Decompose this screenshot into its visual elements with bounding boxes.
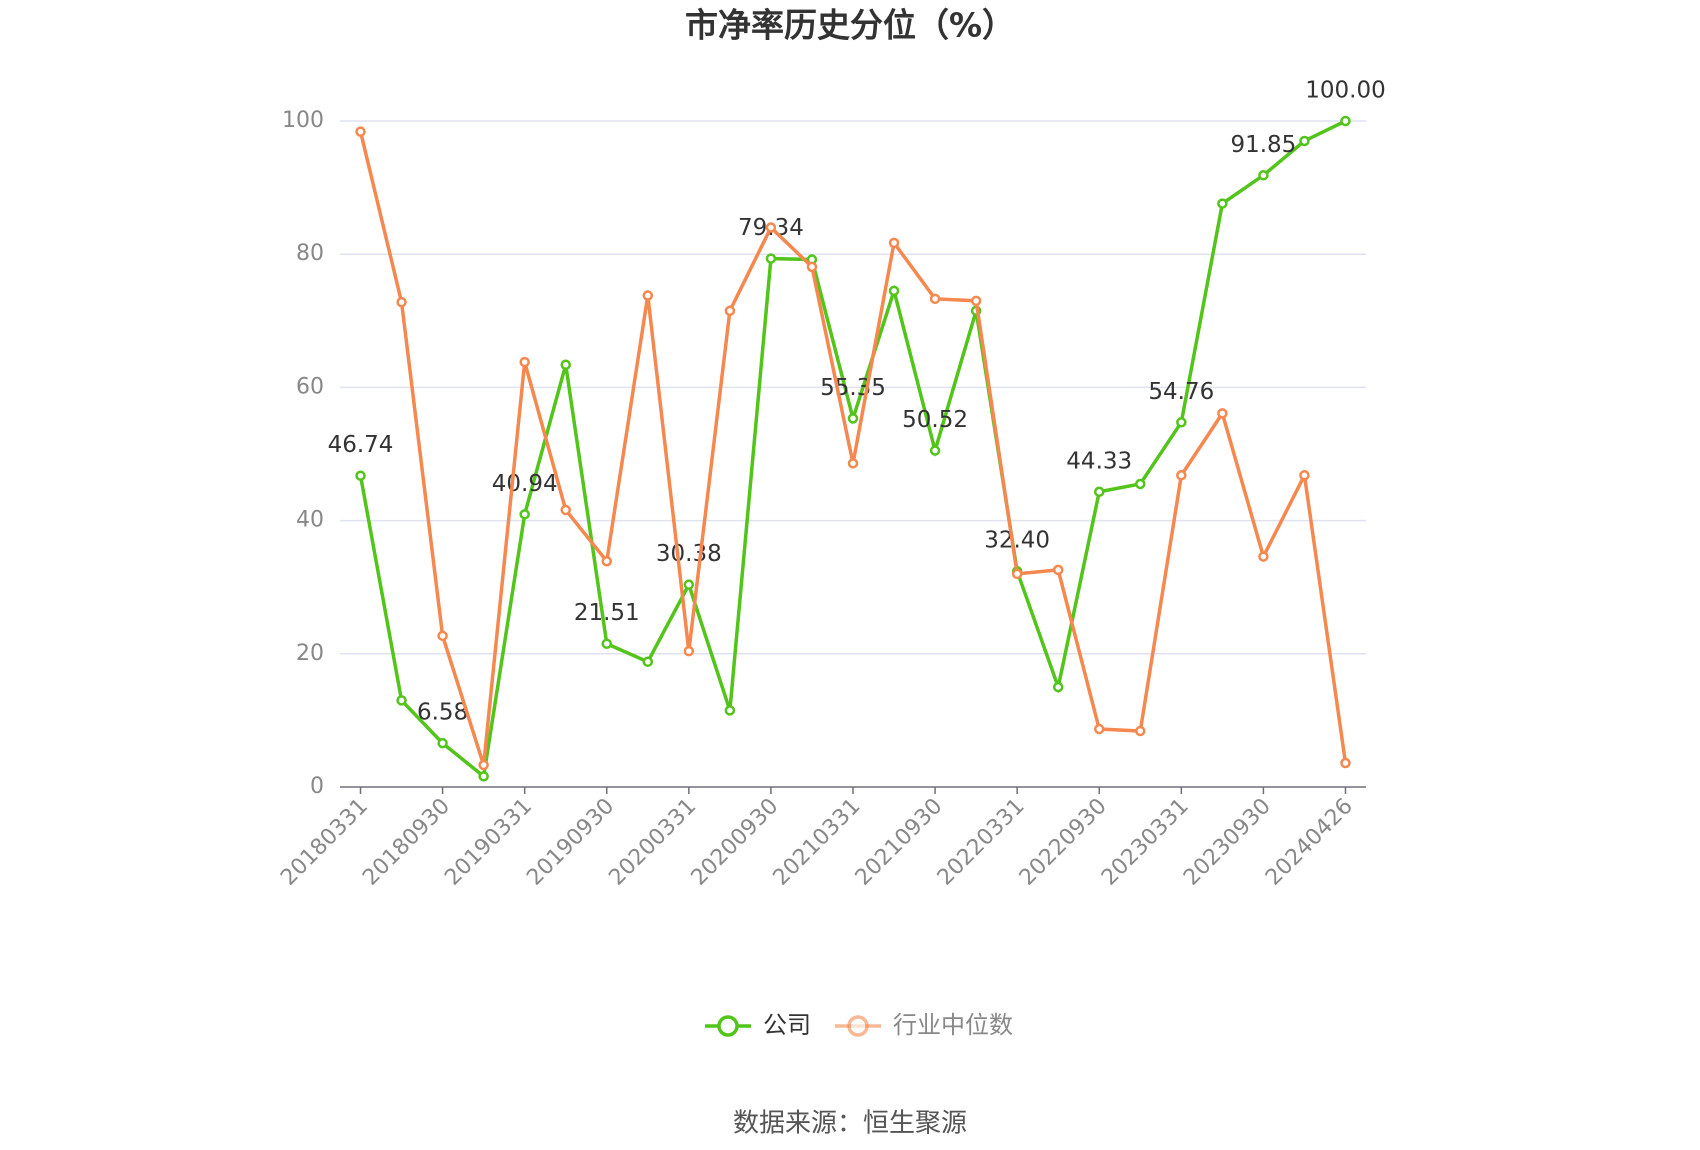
data-point xyxy=(847,413,859,424)
data-point xyxy=(1176,470,1187,481)
data-point xyxy=(1011,568,1023,580)
data-point xyxy=(560,504,571,516)
x-tick-label: 20190331 xyxy=(440,794,537,891)
data-point xyxy=(929,445,941,456)
data-label: 54.76 xyxy=(1148,379,1214,405)
y-tick-label: 0 xyxy=(310,774,324,799)
data-point xyxy=(355,470,366,481)
data-label: 6.58 xyxy=(417,700,468,726)
data-label: 40.94 xyxy=(492,471,558,497)
data-point xyxy=(970,295,982,307)
data-point xyxy=(683,579,695,590)
legend-marker xyxy=(717,1015,739,1037)
data-label: 50.52 xyxy=(902,407,968,433)
data-point xyxy=(396,695,407,706)
data-label: 44.33 xyxy=(1066,448,1132,474)
data-point xyxy=(1217,408,1228,419)
data-point xyxy=(437,737,448,749)
data-point xyxy=(1135,478,1146,490)
data-point xyxy=(642,290,654,301)
data-point xyxy=(929,293,941,305)
data-point xyxy=(724,305,736,317)
data-point xyxy=(478,759,489,771)
x-tick-label: 20230331 xyxy=(1097,794,1194,891)
data-point xyxy=(601,638,613,649)
data-point xyxy=(888,237,900,249)
data-label: 55.35 xyxy=(820,375,886,401)
data-label: 91.85 xyxy=(1230,132,1296,158)
data-point xyxy=(765,253,777,264)
x-tick-label: 20180331 xyxy=(276,794,373,891)
data-point xyxy=(1340,757,1351,769)
x-tick-label: 20240426 xyxy=(1261,794,1358,891)
y-tick-label: 60 xyxy=(296,374,324,399)
x-tick-label: 20210930 xyxy=(851,794,948,891)
data-point xyxy=(642,656,654,668)
data-point xyxy=(1340,115,1351,127)
source-note: 数据来源：恒生聚源 xyxy=(733,1109,967,1139)
data-point xyxy=(806,261,818,273)
x-tick-label: 20220331 xyxy=(933,794,1030,891)
data-point xyxy=(519,356,530,368)
data-point xyxy=(1052,564,1064,576)
legend-marker xyxy=(847,1015,869,1037)
data-label: 100.00 xyxy=(1305,78,1385,104)
data-label: 21.51 xyxy=(574,600,640,626)
data-point xyxy=(1093,486,1105,498)
legend-label: 行业中位数 xyxy=(893,1011,1013,1039)
data-point xyxy=(724,705,736,716)
data-point xyxy=(1052,681,1064,693)
x-tick-label: 20210331 xyxy=(769,794,866,891)
data-label: 30.38 xyxy=(656,541,722,567)
data-point xyxy=(396,296,407,308)
x-tick-label: 20220930 xyxy=(1015,794,1112,891)
data-point xyxy=(888,285,900,297)
data-point xyxy=(355,126,366,137)
data-point xyxy=(560,359,571,371)
x-tick-label: 20230930 xyxy=(1179,794,1276,891)
series-line xyxy=(358,131,1348,766)
data-point xyxy=(683,645,695,657)
data-point xyxy=(1176,417,1187,428)
data-point xyxy=(765,222,777,233)
chart-title: 市净率历史分位（%） xyxy=(685,6,1015,45)
x-tick-label: 20200331 xyxy=(604,794,701,891)
data-point xyxy=(519,509,530,520)
y-tick-label: 20 xyxy=(296,641,324,666)
data-label: 32.40 xyxy=(984,528,1050,554)
data-point xyxy=(1299,470,1310,481)
y-tick-label: 80 xyxy=(296,241,324,266)
data-point xyxy=(437,630,448,642)
data-point xyxy=(478,771,489,782)
y-tick-label: 40 xyxy=(296,508,324,533)
legend-label: 公司 xyxy=(763,1011,811,1039)
data-point xyxy=(1135,725,1146,737)
data-label: 46.74 xyxy=(328,432,394,458)
data-point xyxy=(847,458,859,469)
x-tick-label: 20180930 xyxy=(358,794,455,891)
data-point xyxy=(1299,135,1310,147)
y-tick-label: 100 xyxy=(282,108,324,133)
data-point xyxy=(1217,198,1228,209)
data-point xyxy=(601,555,613,567)
x-tick-label: 20190930 xyxy=(522,794,619,891)
data-point xyxy=(1093,723,1105,735)
x-tick-label: 20200930 xyxy=(687,794,784,891)
data-point xyxy=(1258,170,1269,181)
data-point xyxy=(1258,551,1269,562)
